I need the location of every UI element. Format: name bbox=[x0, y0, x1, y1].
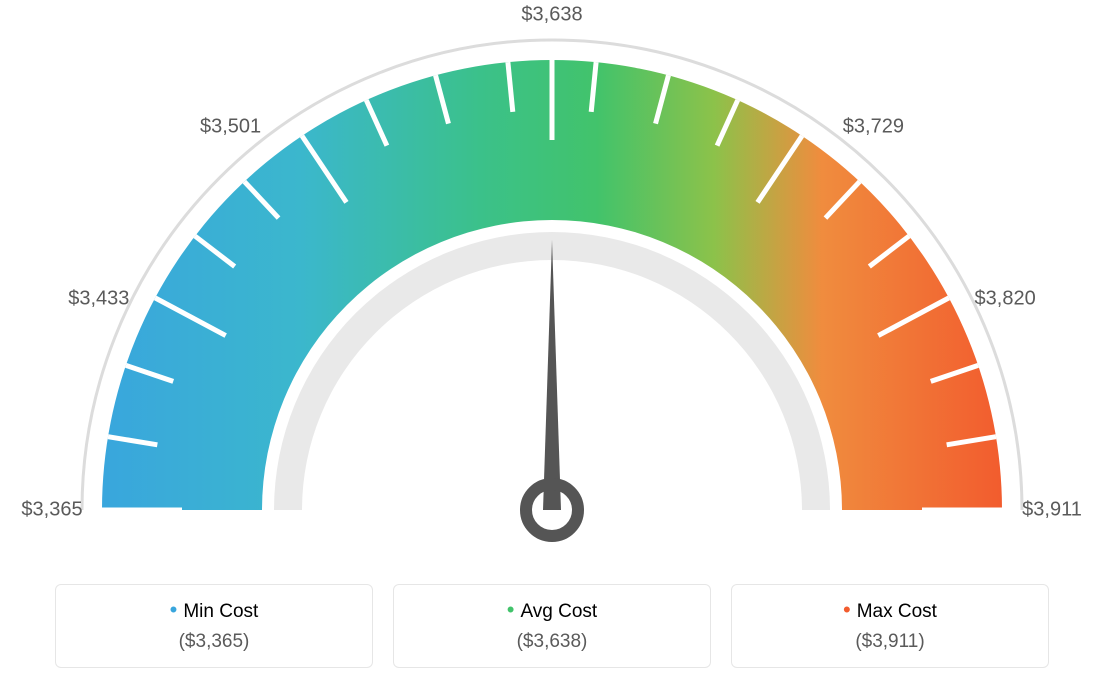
legend-row: •Min Cost ($3,365) •Avg Cost ($3,638) •M… bbox=[55, 584, 1049, 668]
legend-min-label: •Min Cost bbox=[66, 601, 362, 623]
legend-avg-label: •Avg Cost bbox=[404, 601, 700, 623]
legend-min-value: ($3,365) bbox=[66, 631, 362, 653]
scale-label: $3,433 bbox=[68, 287, 129, 310]
legend-card-avg: •Avg Cost ($3,638) bbox=[393, 584, 711, 668]
legend-max-label: •Max Cost bbox=[742, 601, 1038, 623]
gauge-area: $3,365 $3,433 $3,501 $3,638 $3,729 $3,820 $3,9… bbox=[0, 0, 1104, 560]
gauge-svg bbox=[0, 0, 1104, 560]
cost-gauge-chart: $3,365 $3,433 $3,501 $3,638 $3,729 $3,820 $3,9… bbox=[0, 0, 1104, 690]
scale-label: $3,729 bbox=[843, 115, 904, 138]
legend-card-max: •Max Cost ($3,911) bbox=[731, 584, 1049, 668]
legend-max-label-text: Max Cost bbox=[857, 601, 937, 622]
legend-max-value: ($3,911) bbox=[742, 631, 1038, 653]
legend-avg-value: ($3,638) bbox=[404, 631, 700, 653]
scale-label: $3,820 bbox=[975, 287, 1036, 310]
scale-label: $3,365 bbox=[21, 499, 82, 522]
scale-label: $3,638 bbox=[521, 4, 582, 27]
legend-card-min: •Min Cost ($3,365) bbox=[55, 584, 373, 668]
legend-min-label-text: Min Cost bbox=[183, 601, 258, 622]
legend-avg-label-text: Avg Cost bbox=[520, 601, 597, 622]
scale-label: $3,501 bbox=[200, 115, 261, 138]
scale-label: $3,911 bbox=[1022, 499, 1082, 522]
